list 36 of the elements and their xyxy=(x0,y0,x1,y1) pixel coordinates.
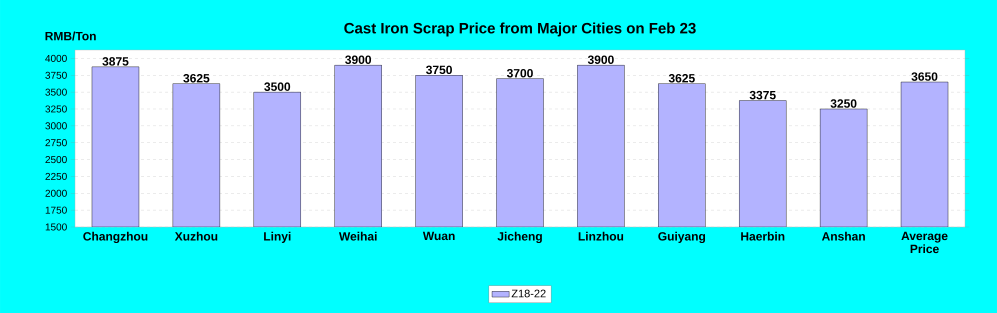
data-label: 3900 xyxy=(588,55,614,64)
x-tick-label: Wuan xyxy=(422,232,455,240)
legend-label: Z18-22 xyxy=(512,290,546,298)
y-tick-label: 2000 xyxy=(45,190,67,197)
y-tick-label: 2250 xyxy=(45,172,67,180)
data-label: 3500 xyxy=(264,82,290,91)
data-label: 3650 xyxy=(911,72,938,81)
chart-title: Cast Iron Scrap Price from Major Cities on Feb 23 xyxy=(344,22,696,36)
data-label: 3900 xyxy=(345,55,372,64)
x-tick-label: Changzhou xyxy=(83,232,148,244)
y-tick-label: 2750 xyxy=(45,139,67,146)
y-tick-label: 3500 xyxy=(45,88,67,96)
data-label: 3250 xyxy=(830,99,856,108)
x-tick-label: Anshan xyxy=(822,232,865,241)
y-tick-label: 2500 xyxy=(45,156,67,164)
y-tick-label: 3000 xyxy=(45,122,67,130)
y-tick-label: 1500 xyxy=(46,223,67,231)
x-tick-label: Linyi xyxy=(264,232,290,243)
data-label: 3750 xyxy=(426,66,452,74)
y-tick-label: 1750 xyxy=(46,206,67,214)
x-tick-label: Xuzhou xyxy=(174,232,218,241)
x-tick-label: Weihai xyxy=(338,232,377,241)
x-tick-label: Linzhou xyxy=(578,232,624,241)
x-tick-label: Haerbin xyxy=(741,232,784,241)
y-axis-title: RMB/Ton xyxy=(46,32,96,40)
y-tick-label: 3250 xyxy=(45,105,67,113)
x-tick-label: Average Price xyxy=(901,232,948,254)
data-label: 3625 xyxy=(183,74,210,83)
data-label: 3375 xyxy=(750,90,776,100)
x-tick-label: Guiyang xyxy=(658,232,706,244)
data-label: 3625 xyxy=(668,74,695,83)
y-tick-label: 3750 xyxy=(45,72,67,79)
data-label: 3875 xyxy=(102,57,128,66)
x-tick-label: Jicheng xyxy=(498,232,542,244)
data-label: 3700 xyxy=(506,68,533,78)
y-tick-label: 4000 xyxy=(45,54,67,62)
